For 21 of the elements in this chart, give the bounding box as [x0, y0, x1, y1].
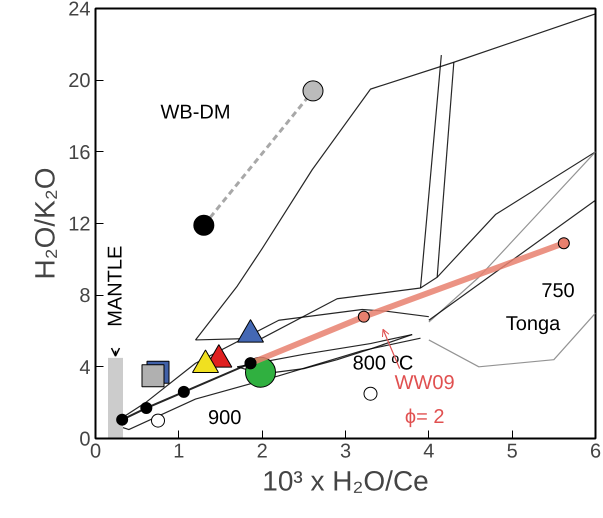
annotation: 900 — [208, 407, 242, 429]
y-axis-title: H₂O/K₂O — [29, 168, 60, 280]
x-tick-label: 2 — [256, 440, 268, 462]
annotation: MANTLE — [104, 246, 126, 327]
x-axis-title: 10³ x H₂O/Ce — [262, 466, 429, 496]
x-tick-label: 5 — [506, 440, 518, 462]
y-tick-label: 20 — [68, 70, 91, 92]
annotation: WW09 — [394, 372, 455, 394]
y-tick-label: 4 — [79, 356, 90, 379]
annotation: Tonga — [506, 312, 562, 335]
x-tick-label: 3 — [340, 440, 352, 462]
x-tick-label: 1 — [173, 440, 184, 462]
x-tick-label: 6 — [590, 440, 602, 462]
x-tick-label: 4 — [423, 440, 434, 462]
y-tick-label: 16 — [68, 142, 91, 164]
y-tick-label: 24 — [68, 0, 91, 20]
y-tick-label: 8 — [79, 285, 90, 308]
annotation: WB-DM — [160, 101, 230, 124]
annotation: ϕ= 2 — [404, 406, 444, 428]
y-tick-label: 12 — [68, 214, 91, 236]
annotation: 750 — [541, 280, 575, 302]
